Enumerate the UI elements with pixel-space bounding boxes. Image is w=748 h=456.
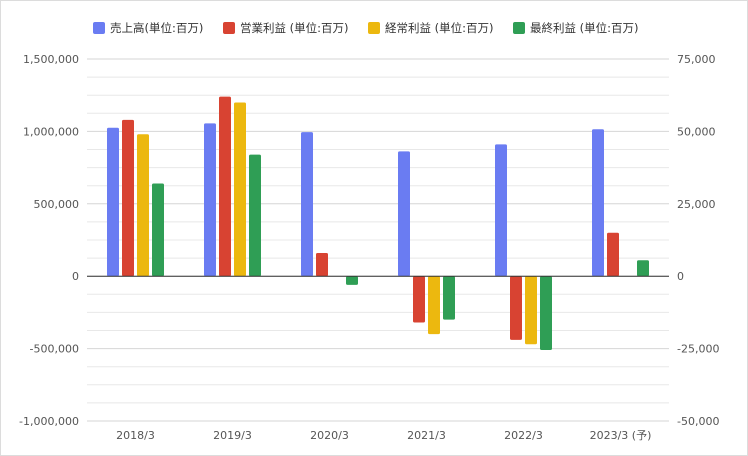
y-right-tick-label: 50,000 [677,125,716,138]
legend-swatch-4 [513,22,525,34]
bar-1-5 [495,144,507,277]
bar-2-3 [316,253,328,277]
y-left-tick-label: -500,000 [30,343,79,356]
bar-4-2 [249,154,261,277]
bar-4-3 [346,276,358,285]
legend-swatch-1 [93,22,105,34]
legend-label-2: 営業利益 (単位:百万) [240,21,349,35]
y-left-tick-label: 1,000,000 [23,125,79,138]
bar-4-4 [443,276,455,320]
bar-2-2 [219,96,231,277]
y-left-tick-label: 1,500,000 [23,53,79,66]
y-right-tick-label: -50,000 [677,415,719,428]
bar-2-6 [607,232,619,277]
y-left-tick-label: -1,000,000 [19,415,79,428]
bar-4-5 [540,276,552,351]
bar-3-2 [234,102,246,277]
x-tick-label: 2022/3 [504,429,543,442]
bar-1-4 [398,151,410,277]
x-tick-label: 2021/3 [407,429,446,442]
bar-2-1 [122,119,134,277]
y-left-tick-label: 0 [72,270,79,283]
bar-4-1 [152,183,164,277]
bar-1-1 [107,127,119,277]
x-tick-label: 2019/3 [213,429,252,442]
bar-3-4 [428,276,440,335]
y-right-tick-label: 0 [677,270,684,283]
legend-label-1: 売上高(単位:百万) [110,21,203,35]
y-right-tick-label: 75,000 [677,53,716,66]
x-tick-label: 2023/3 (予) [590,429,652,442]
x-tick-label: 2020/3 [310,429,349,442]
bar-1-2 [204,123,216,277]
legend-label-4: 最終利益 (単位:百万) [530,21,639,35]
legend-label-3: 経常利益 (単位:百万) [385,21,494,35]
bar-2-5 [510,276,522,340]
bar-2-4 [413,276,425,323]
legend-swatch-2 [223,22,235,34]
bar-3-1 [137,134,149,277]
y-left-tick-label: 500,000 [34,198,80,211]
bar-3-5 [525,276,537,345]
legend-swatch-3 [368,22,380,34]
y-right-tick-label: -25,000 [677,343,719,356]
bar-4-6 [637,260,649,277]
y-right-tick-label: 25,000 [677,198,716,211]
bar-1-3 [301,132,313,277]
x-tick-label: 2018/3 [116,429,155,442]
bar-1-6 [592,129,604,277]
